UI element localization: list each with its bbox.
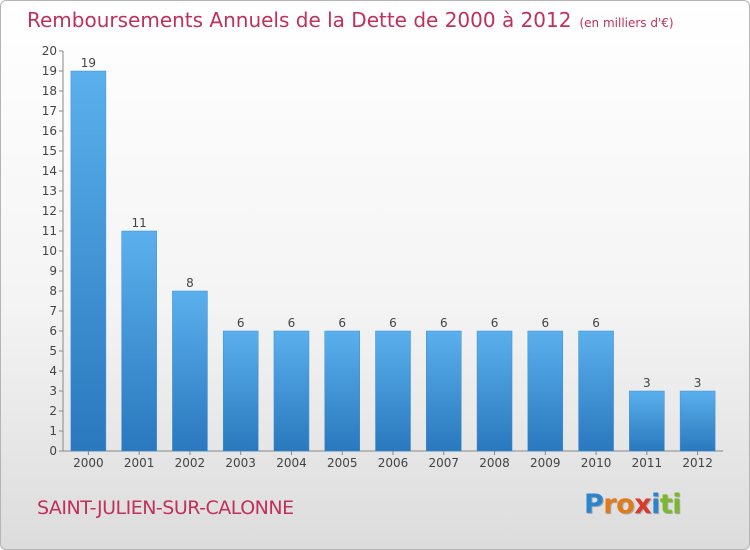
y-tick-label: 11 bbox=[42, 224, 57, 238]
y-tick-label: 8 bbox=[49, 284, 57, 298]
logo-letter: o bbox=[616, 489, 635, 520]
data-label-2004: 6 bbox=[288, 316, 296, 330]
data-label-2007: 6 bbox=[440, 316, 448, 330]
y-tick-label: 20 bbox=[42, 44, 57, 58]
x-tick-label: 2012 bbox=[682, 456, 713, 470]
x-tick-label: 2010 bbox=[581, 456, 612, 470]
data-label-2008: 6 bbox=[491, 316, 499, 330]
x-tick-label: 2000 bbox=[73, 456, 104, 470]
y-tick-label: 18 bbox=[42, 84, 57, 98]
y-tick-label: 2 bbox=[49, 404, 57, 418]
data-label-2012: 3 bbox=[694, 376, 702, 390]
y-tick-label: 5 bbox=[49, 344, 57, 358]
chart-bars bbox=[70, 70, 716, 452]
data-label-2001: 11 bbox=[132, 216, 147, 230]
data-label-2003: 6 bbox=[237, 316, 245, 330]
chart-title: Remboursements Annuels de la Dette de 20… bbox=[27, 8, 674, 32]
bar-2008 bbox=[476, 330, 513, 452]
bar-2003 bbox=[222, 330, 259, 452]
y-tick-label: 13 bbox=[42, 184, 57, 198]
y-tick-label: 3 bbox=[49, 384, 57, 398]
x-tick-label: 2002 bbox=[175, 456, 206, 470]
data-label-2002: 8 bbox=[186, 276, 194, 290]
bar-2000 bbox=[70, 70, 107, 452]
bar-2007 bbox=[426, 330, 462, 452]
y-tick-label: 10 bbox=[42, 244, 57, 258]
chart-labels: 2000 19 2001 11 2002 8 2003 6 2004 6 2005 6 2006 6 200… bbox=[73, 56, 713, 470]
data-label-2000: 19 bbox=[81, 56, 96, 70]
data-label-2011: 3 bbox=[643, 376, 651, 390]
x-tick-label: 2004 bbox=[276, 456, 307, 470]
bar-2010 bbox=[578, 330, 614, 452]
y-tick-label: 0 bbox=[49, 444, 57, 458]
y-tick-label: 19 bbox=[42, 64, 57, 78]
x-tick-label: 2003 bbox=[225, 456, 256, 470]
y-tick-label: 15 bbox=[42, 144, 57, 158]
data-label-2010: 6 bbox=[592, 316, 600, 330]
x-tick-label: 2005 bbox=[327, 456, 358, 470]
y-tick-label: 9 bbox=[49, 264, 57, 278]
logo-letter: t bbox=[659, 489, 673, 520]
city-name: SAINT-JULIEN-SUR-CALONNE bbox=[37, 497, 294, 519]
bar-2006 bbox=[375, 330, 411, 452]
logo-letter: i bbox=[651, 489, 660, 520]
x-tick-label: 2009 bbox=[530, 456, 561, 470]
x-tick-label: 2007 bbox=[428, 456, 459, 470]
bar-2002 bbox=[172, 290, 208, 452]
y-tick-label: 12 bbox=[42, 204, 57, 218]
y-tick-label: 14 bbox=[42, 164, 57, 178]
bar-2001 bbox=[121, 230, 157, 452]
bar-2012 bbox=[679, 390, 716, 452]
chart-title-text: Remboursements Annuels de la Dette de 20… bbox=[27, 8, 572, 32]
proxiti-logo: Proxiti bbox=[584, 489, 682, 520]
logo-letter: r bbox=[603, 489, 617, 520]
x-tick-label: 2006 bbox=[378, 456, 409, 470]
data-label-2009: 6 bbox=[541, 316, 549, 330]
y-tick-label: 7 bbox=[49, 304, 57, 318]
y-tick-label: 6 bbox=[49, 324, 57, 338]
x-tick-label: 2008 bbox=[479, 456, 510, 470]
bar-2004 bbox=[273, 330, 310, 452]
bar-2011 bbox=[629, 390, 665, 452]
y-tick-label: 16 bbox=[42, 124, 57, 138]
chart-subtitle: (en milliers d'€) bbox=[579, 16, 674, 30]
x-tick-label: 2011 bbox=[632, 456, 663, 470]
logo-letter: P bbox=[584, 489, 604, 520]
y-tick-label: 1 bbox=[49, 424, 57, 438]
data-label-2005: 6 bbox=[338, 316, 346, 330]
bar-2009 bbox=[527, 330, 564, 452]
logo-letter: i bbox=[672, 489, 682, 520]
logo-letter: x bbox=[634, 489, 652, 520]
data-label-2006: 6 bbox=[389, 316, 397, 330]
y-tick-label: 17 bbox=[42, 104, 57, 118]
x-tick-label: 2001 bbox=[124, 456, 155, 470]
y-tick-label: 4 bbox=[49, 364, 57, 378]
bar-2005 bbox=[324, 330, 360, 452]
